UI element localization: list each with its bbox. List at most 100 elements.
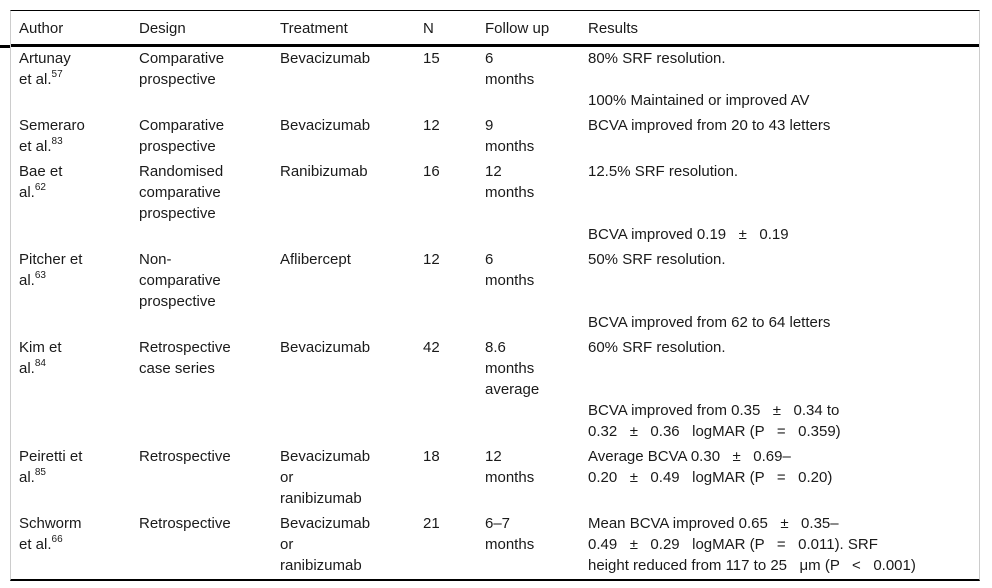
cell-line: months [485,272,535,289]
cell-line: Retrospective [139,448,231,465]
treatment-cell: Bevacizumab [272,114,415,160]
author-cell: Kim et al.84 [11,336,131,445]
results-cell: 50% SRF resolution. BCVA improved from 6… [580,248,979,336]
cell-line: months [485,184,535,201]
cell-line: et al.83 [19,136,63,156]
column-header-author: Author [11,11,131,47]
cell-line: 8.6 [485,339,506,356]
cell-line [588,358,979,379]
cell-line: comparative [139,272,221,289]
treatment-cell: Aflibercept [272,248,415,336]
cell-line: 6–7 [485,515,511,532]
followup-cell: 9 months [477,114,580,160]
column-header-results: Results [580,11,979,47]
cell-line: ranibizumab [280,490,362,507]
reference-superscript: 84 [34,358,46,369]
cell-line: BCVA improved from 0.35 ± 0.34 to [588,402,840,419]
treatment-cell: Bevacizumab [272,46,415,115]
cell-line: 12 [485,448,502,465]
results-cell: 12.5% SRF resolution. BCVA improved 0.19… [580,160,979,248]
design-cell: Non-comparative prospective [131,248,272,336]
n-cell: 18 [415,445,477,512]
cell-line: BCVA improved from 62 to 64 letters [588,314,831,331]
cell-line: al.84 [19,358,46,378]
cell-line: prospective [139,138,216,155]
cell-line: 12 [423,117,440,134]
cell-line: height reduced from 117 to 25 μm (P < 0.… [588,557,916,574]
cell-line: Randomised [139,163,224,180]
cell-line: al.62 [19,182,46,202]
cell-line: Mean BCVA improved 0.65 ± 0.35– [588,515,839,532]
author-cell: Artunay et al.57 [11,46,131,115]
cell-line: Aflibercept [280,251,351,268]
cell-line: Non- [139,251,172,268]
treatment-cell: Bevacizumab or ranibizumab [272,512,415,579]
n-cell: 42 [415,336,477,445]
cell-line: prospective [139,205,216,222]
treatment-cell: Bevacizumab [272,336,415,445]
cell-line: BCVA improved from 20 to 43 letters [588,117,831,134]
cell-line: 60% SRF resolution. [588,339,726,356]
cell-line: Retrospective [139,515,231,532]
cell-line: Bevacizumab [280,515,371,532]
results-cell: Mean BCVA improved 0.65 ± 0.35– 0.49 ± 0.… [580,512,979,579]
n-cell: 21 [415,512,477,579]
cell-line: BCVA improved 0.19 ± 0.19 [588,226,789,243]
followup-cell: 12 months [477,445,580,512]
results-cell: 80% SRF resolution. 100% Maintained or i… [580,46,979,115]
cell-line: 0.32 ± 0.36 logMAR (P = 0.359) [588,423,841,440]
design-cell: Retrospective case series [131,336,272,445]
cell-line: 21 [423,515,440,532]
cell-line: Semeraro [19,117,85,134]
table-frame: Author Design Treatment N Follow up Resu… [10,10,980,581]
cell-line: 12.5% SRF resolution. [588,163,739,180]
cell-line: months [485,360,535,377]
cell-line: Bevacizumab [280,448,371,465]
cell-line: Retrospective [139,339,231,356]
cell-line: Comparative [139,50,225,67]
cell-line: Kim et [19,339,62,356]
n-cell: 16 [415,160,477,248]
n-cell: 12 [415,248,477,336]
column-header-n: N [415,11,477,47]
followup-cell: 6 months [477,46,580,115]
treatment-cell: Ranibizumab [272,160,415,248]
column-header-followup: Follow up [477,11,580,47]
cell-line: al.63 [19,270,46,290]
header-rule-extension [0,45,10,48]
cell-line [588,182,979,203]
reference-superscript: 62 [34,182,46,193]
cell-line: comparative [139,184,221,201]
design-cell: Comparative prospective [131,114,272,160]
cell-line: 9 [485,117,494,134]
cell-line: 16 [423,163,440,180]
cell-line: Schworm [19,515,82,532]
table-row: Schworm et al.66 Retrospective Bevacizumab o… [11,512,979,579]
design-cell: Comparative prospective [131,46,272,115]
followup-cell: 8.6 months average [477,336,580,445]
results-cell: 60% SRF resolution. BCVA improved from 0… [580,336,979,445]
column-header-design: Design [131,11,272,47]
cell-line: 12 [485,163,502,180]
author-cell: Bae et al.62 [11,160,131,248]
design-cell: Randomised comparative prospective [131,160,272,248]
cell-line [588,379,979,400]
reference-superscript: 57 [51,69,63,80]
cell-line: Pitcher et [19,251,83,268]
cell-line [588,69,979,90]
cell-line: months [485,71,535,88]
table-row: Semeraro et al.83 Comparative prospective Be… [11,114,979,160]
cell-line: 0.49 ± 0.29 logMAR (P = 0.011). SRF [588,536,878,553]
table-row: Pitcher et al.63 Non-comparative prospectiv… [11,248,979,336]
followup-cell: 6 months [477,248,580,336]
cell-line: months [485,138,535,155]
n-cell: 12 [415,114,477,160]
table-header-row: Author Design Treatment N Follow up Resu… [11,11,979,47]
reference-superscript: 85 [34,467,46,478]
design-cell: Retrospective [131,512,272,579]
cell-line: Artunay [19,50,71,67]
treatment-cell: Bevacizumab or ranibizumab [272,445,415,512]
table-row: Artunay et al.57 Comparative prospective Bev… [11,46,979,115]
cell-line: Average BCVA 0.30 ± 0.69– [588,448,791,465]
